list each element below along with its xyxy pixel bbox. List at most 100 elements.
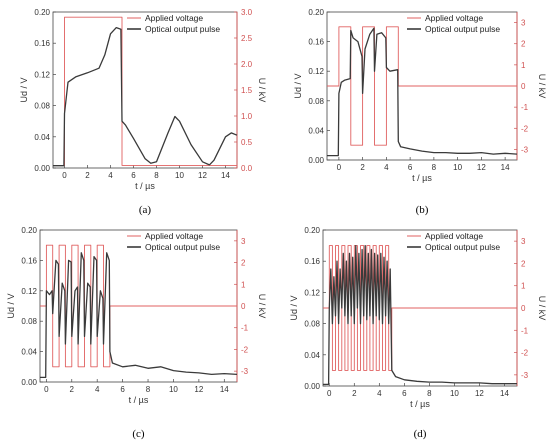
x-tick-label: 6: [131, 171, 136, 180]
x-tick-label: 8: [432, 163, 437, 172]
x-tick-label: 6: [408, 163, 413, 172]
panel-caption: (a): [139, 204, 152, 216]
y-left-tick-label: 0.12: [304, 288, 320, 297]
x-tick-label: 0: [62, 171, 67, 180]
y-right-tick-label: 0: [241, 302, 246, 311]
x-tick-label: 10: [175, 171, 184, 180]
x-tick-label: 4: [384, 163, 389, 172]
x-axis-label: t / µs: [135, 181, 155, 191]
x-axis-label: t / µs: [412, 173, 432, 183]
x-tick-label: 4: [108, 171, 113, 180]
y-left-axis-label: Ud / V: [19, 77, 29, 102]
x-tick-label: 12: [198, 171, 207, 180]
y-right-tick-label: -2: [521, 349, 529, 358]
y-right-tick-label: -3: [521, 145, 529, 154]
y-right-tick-label: 0: [521, 304, 526, 313]
y-left-tick-label: 0.00: [308, 156, 324, 165]
x-tick-label: 2: [70, 385, 75, 394]
x-tick-label: 2: [352, 389, 357, 398]
x-tick-label: 10: [169, 385, 178, 394]
x-tick-label: 12: [194, 385, 203, 394]
x-tick-label: 8: [154, 171, 159, 180]
y-right-tick-label: 2: [241, 259, 246, 268]
x-tick-label: 8: [427, 389, 432, 398]
y-right-tick-label: -2: [521, 124, 529, 133]
x-tick-label: 0: [327, 389, 332, 398]
y-left-tick-label: 0.08: [34, 102, 50, 111]
y-right-tick-label: 0.0: [241, 164, 253, 173]
series-line-optical-output: [53, 26, 238, 167]
y-left-tick-label: 0.04: [308, 126, 324, 135]
y-right-tick-label: 2.0: [241, 60, 253, 69]
y-left-axis-label: Ud / V: [6, 293, 16, 318]
legend-entry: Optical output pulse: [145, 242, 220, 252]
y-right-tick-label: 0.5: [241, 138, 253, 147]
x-axis-label: t / µs: [410, 399, 430, 409]
y-left-tick-label: 0.08: [308, 97, 324, 106]
y-right-tick-label: 0: [521, 82, 526, 91]
legend-entry: Applied voltage: [145, 231, 203, 241]
y-right-axis-label: U / kV: [257, 294, 267, 319]
x-tick-label: 0: [44, 385, 49, 394]
series-line-optical-output: [40, 252, 238, 379]
y-left-tick-label: 0.20: [21, 226, 37, 235]
y-right-tick-label: 1: [241, 280, 246, 289]
y-right-tick-label: 2: [521, 259, 526, 268]
x-tick-label: 0: [337, 163, 342, 172]
series-line-optical-output: [323, 244, 517, 386]
y-right-axis-label: U / kV: [537, 296, 547, 321]
y-left-tick-label: 0.20: [304, 226, 320, 235]
x-tick-label: 8: [146, 385, 151, 394]
chart-panel-3: 0 2 4 6 8 10 12 140.000.040.080.120.160.20-3-2-…: [6, 226, 267, 440]
y-left-tick-label: 0.12: [34, 70, 50, 79]
y-left-tick-label: 0.04: [304, 351, 320, 360]
y-left-tick-label: 0.08: [304, 320, 320, 329]
legend-entry: Optical output pulse: [425, 242, 500, 252]
y-right-tick-label: 1.5: [241, 86, 253, 95]
x-tick-label: 12: [477, 163, 486, 172]
y-left-tick-label: 0.12: [21, 287, 37, 296]
legend-entry: Optical output pulse: [425, 24, 500, 34]
panel-caption: (d): [414, 428, 427, 440]
series-line-optical-output: [327, 27, 518, 157]
chart-panel-1: 0 2 4 6 8 10 12 14 0.00 0.04 0.08 0.12 0.16 0.20 0.0 0.…: [19, 8, 267, 216]
x-tick-label: 2: [85, 171, 90, 180]
x-tick-label: 6: [120, 385, 125, 394]
y-left-tick-label: 0.16: [21, 256, 37, 265]
y-left-tick-label: 0.04: [34, 133, 50, 142]
legend-entry: Applied voltage: [145, 13, 203, 23]
legend-entry: Optical output pulse: [145, 24, 220, 34]
x-tick-label: 10: [450, 389, 459, 398]
y-left-tick-label: 0.04: [21, 348, 37, 357]
chart-panel-2: 0 2 4 6 8 10 12 140.000.040.080.120.160.20-3-2-…: [293, 8, 547, 216]
x-tick-label: 14: [221, 171, 230, 180]
panel-caption: (c): [132, 428, 145, 440]
y-right-tick-label: -1: [241, 324, 249, 333]
y-right-tick-label: 1.0: [241, 112, 253, 121]
series-line-applied-voltage: [40, 244, 237, 368]
x-tick-label: 4: [377, 389, 382, 398]
y-right-tick-label: 3.0: [241, 8, 253, 17]
panel-caption: (b): [416, 204, 429, 216]
x-tick-label: 10: [453, 163, 462, 172]
x-axis-label: t / µs: [129, 395, 149, 405]
x-tick-label: 14: [501, 163, 510, 172]
y-right-tick-label: 3: [521, 19, 526, 28]
y-left-tick-label: 0.12: [308, 67, 324, 76]
y-right-axis-label: U / kV: [257, 78, 267, 103]
y-right-axis-label: U / kV: [537, 74, 547, 99]
x-tick-label: 12: [475, 389, 484, 398]
series-line-applied-voltage: [53, 16, 237, 166]
y-right-tick-label: 2.5: [241, 34, 253, 43]
y-left-tick-label: 0.16: [34, 39, 50, 48]
y-left-tick-label: 0.20: [308, 8, 324, 17]
x-tick-label: 2: [360, 163, 365, 172]
y-right-tick-label: 1: [521, 61, 526, 70]
y-right-tick-label: -3: [521, 371, 529, 380]
y-left-tick-label: 0.00: [34, 164, 50, 173]
y-right-tick-label: -1: [521, 326, 529, 335]
y-left-tick-label: 0.00: [21, 378, 37, 387]
y-right-tick-label: -2: [241, 345, 249, 354]
y-right-tick-label: 2: [521, 40, 526, 49]
